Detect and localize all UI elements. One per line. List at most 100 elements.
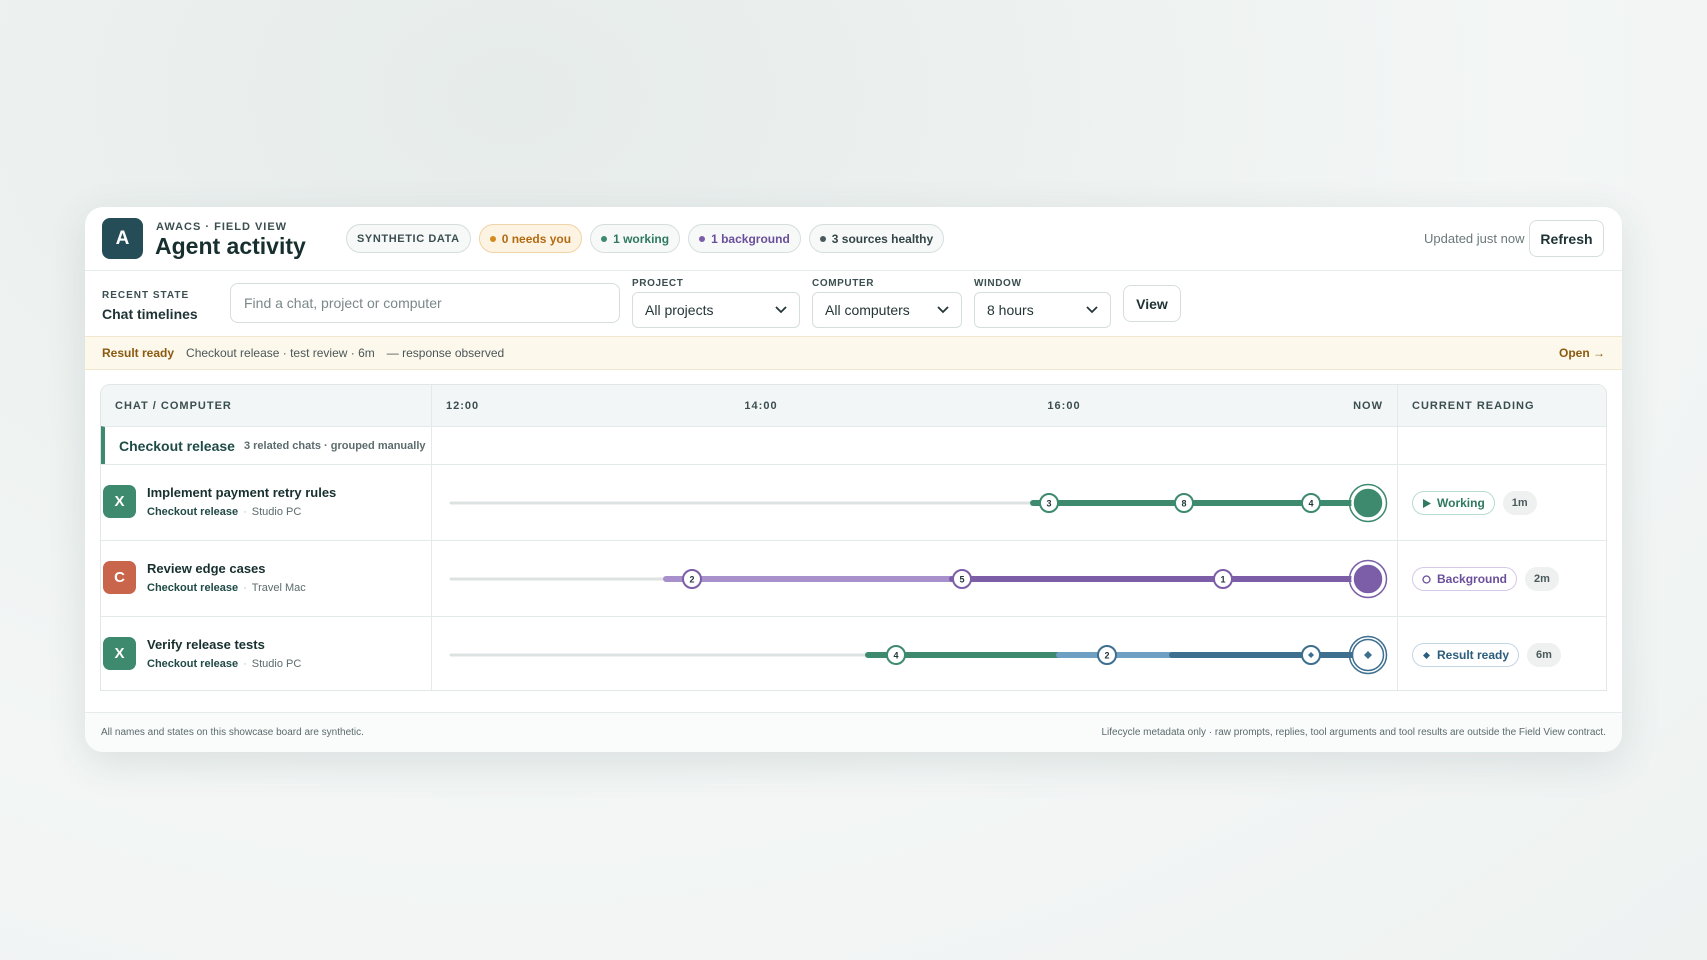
- axis-label: NOW: [1353, 400, 1383, 412]
- status-chips: SYNTHETIC DATA 0 needs you 1 working 1 b…: [346, 224, 945, 253]
- status-icon: [1422, 574, 1431, 584]
- footer: All names and states on this showcase bo…: [85, 712, 1622, 752]
- current-reading: Result ready 6m: [1412, 643, 1561, 667]
- column-header: CURRENT READING: [1412, 400, 1535, 412]
- window-select[interactable]: 8 hours: [974, 292, 1111, 328]
- now-diamond: [1364, 651, 1372, 659]
- banner-open[interactable]: Open →: [1558, 346, 1605, 360]
- chat-row[interactable]: X Verify release tests Checkout release · St…: [101, 616, 1606, 690]
- column-header: CHAT / COMPUTER: [115, 400, 232, 412]
- select-value: All projects: [645, 302, 714, 318]
- event-node: [886, 645, 906, 665]
- divider: [85, 270, 1622, 271]
- event-count: 2: [1104, 651, 1109, 661]
- project: Checkout release: [147, 658, 239, 670]
- project: Checkout release: [147, 582, 239, 594]
- chat-row[interactable]: C Review edge cases Checkout release · Trave…: [101, 540, 1606, 616]
- activity-card: A AWACS · FIELD VIEW Agent activity SYNT…: [85, 207, 1622, 752]
- agent-icon: X: [103, 485, 136, 518]
- chip-label: 3 sources healthy: [831, 231, 934, 246]
- play-icon: [1423, 498, 1431, 508]
- now-ring: [1348, 635, 1388, 675]
- select-value: All computers: [825, 302, 910, 318]
- search-input[interactable]: Find a chat, project or computer: [230, 283, 620, 323]
- current-reading: Background 2m: [1412, 567, 1559, 591]
- now-ring: [1348, 559, 1388, 599]
- axis-label: 16:00: [1047, 400, 1081, 412]
- filters-eyebrow: RECENT STATE: [102, 290, 190, 301]
- chip[interactable]: 0 needs you: [478, 224, 583, 253]
- agent-icon: C: [103, 561, 136, 594]
- status-icon: [1423, 498, 1431, 508]
- project-select[interactable]: All projects: [632, 292, 800, 328]
- event-count: 4: [893, 651, 898, 661]
- banner-detail: Checkout release · test review · 6m: [186, 346, 375, 360]
- chevron: [775, 306, 787, 314]
- computer: Studio PC: [251, 506, 302, 518]
- separator-dot: ·: [243, 582, 247, 594]
- chat-title: Implement payment retry rules: [147, 485, 337, 500]
- computer: Studio PC: [251, 658, 302, 670]
- chat-meta: Checkout release · Studio PC: [147, 506, 301, 518]
- logo: A: [102, 218, 143, 259]
- chat-row[interactable]: X Implement payment retry rules Checkout r…: [101, 464, 1606, 540]
- computer: Travel Mac: [251, 582, 306, 594]
- computer-select[interactable]: All computers: [812, 292, 962, 328]
- status-label: Working: [1437, 496, 1485, 510]
- now-node: [1351, 562, 1385, 596]
- current-reading: Working 1m: [1412, 491, 1537, 515]
- chevron: [937, 306, 949, 314]
- event-count: 3: [1046, 499, 1051, 509]
- column-divider: [431, 385, 432, 690]
- updated: Updated just now: [1424, 231, 1525, 246]
- column-divider: [1397, 385, 1398, 690]
- group-note: 3 related chats · grouped manually: [243, 439, 426, 452]
- timeline-table: CHAT / COMPUTER 12:00 14:00 16:00 NOW CU…: [100, 384, 1607, 691]
- chip-label: 1 background: [711, 231, 790, 246]
- event-count: 4: [1308, 499, 1313, 509]
- refresh-button[interactable]: Refresh: [1529, 220, 1604, 257]
- chip[interactable]: 1 background: [688, 224, 801, 253]
- now-ring: [1348, 483, 1388, 523]
- chip-label: 0 needs you: [501, 231, 572, 246]
- status-chip: Working: [1412, 491, 1495, 515]
- event-node: [1301, 493, 1321, 513]
- agent-icon: X: [103, 637, 136, 670]
- select-value: 8 hours: [987, 302, 1034, 318]
- now-node: [1351, 486, 1385, 520]
- event-node: [1174, 493, 1194, 513]
- event-node: [952, 569, 972, 589]
- project: Checkout release: [147, 506, 239, 518]
- view-button[interactable]: View: [1123, 285, 1181, 322]
- group-name: Checkout release: [119, 437, 235, 454]
- filter-label: COMPUTER: [812, 278, 875, 289]
- chat-meta: Checkout release · Studio PC: [147, 658, 301, 670]
- chat-title: Review edge cases: [147, 561, 266, 576]
- status-label: Background: [1437, 572, 1508, 586]
- chip[interactable]: 1 working: [590, 224, 681, 253]
- status-chip: Background: [1412, 567, 1518, 591]
- chip-label: SYNTHETIC DATA: [357, 232, 460, 245]
- event-count: 8: [1181, 499, 1186, 509]
- event-count: 2: [689, 575, 694, 585]
- chat-meta: Checkout release · Travel Mac: [147, 582, 306, 594]
- filter-label: PROJECT: [632, 278, 684, 289]
- banner-note: — response observed: [386, 346, 505, 360]
- result-banner: Result ready Checkout release · test rev…: [85, 336, 1622, 370]
- timeline: 3 8 4: [449, 483, 1388, 523]
- event-count: 1: [1220, 575, 1225, 585]
- axis-label: 12:00: [446, 400, 480, 412]
- axis-label: 14:00: [744, 400, 778, 412]
- ring-icon: [1422, 574, 1431, 584]
- eyebrow: AWACS · FIELD VIEW: [156, 221, 288, 233]
- group-row: Checkout release 3 related chats · group…: [101, 426, 1606, 464]
- chip[interactable]: 3 sources healthy: [808, 224, 945, 253]
- banner-status: Result ready: [102, 346, 175, 360]
- event-node: [682, 569, 702, 589]
- event-node: [1213, 569, 1233, 589]
- diamond-icon: [1423, 651, 1430, 659]
- separator-dot: ·: [243, 658, 247, 670]
- status-label: Result ready: [1437, 648, 1510, 662]
